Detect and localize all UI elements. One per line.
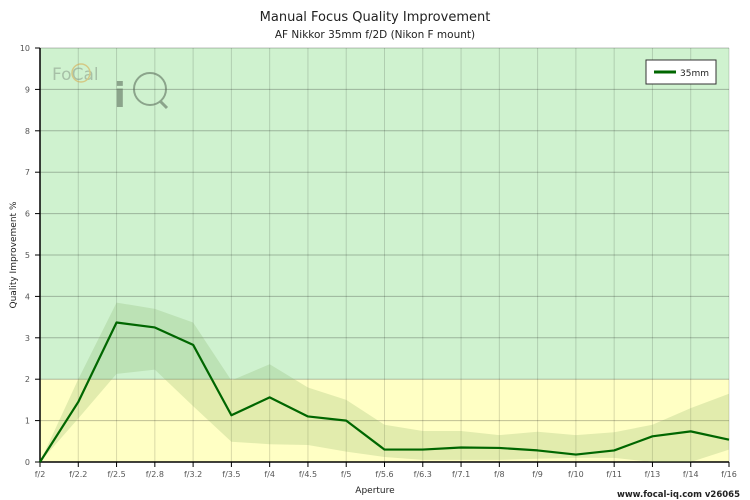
x-tick-label: f/2.5 [107,470,125,479]
x-tick-label: f/4.5 [299,470,317,479]
x-tick-label: f/5 [341,470,352,479]
x-tick-label: f/2.8 [146,470,164,479]
x-tick-label: f/11 [606,470,622,479]
x-tick-label: f/6.3 [414,470,432,479]
y-tick-label: 5 [25,251,30,260]
x-tick-label: f/2.2 [69,470,87,479]
y-tick-label: 3 [25,334,30,343]
y-axis-label: Quality Improvement % [9,201,19,308]
x-tick-label: f/10 [568,470,584,479]
zone-band [40,48,729,380]
zone-band [40,379,729,462]
x-tick-label: f/4 [264,470,275,479]
svg-text:i: i [114,76,126,116]
x-tick-label: f/16 [721,470,737,479]
legend-label: 35mm [680,69,709,79]
y-tick-label: 4 [25,292,30,301]
y-tick-label: 0 [25,458,30,467]
y-tick-label: 9 [25,85,30,94]
x-tick-label: f/14 [683,470,699,479]
y-tick-label: 6 [25,210,30,219]
x-tick-label: f/5.6 [375,470,393,479]
y-tick-label: 1 [25,417,30,426]
svg-text:FoCal: FoCal [52,65,99,85]
y-tick-label: 8 [25,127,30,136]
x-tick-label: f/8 [494,470,505,479]
y-tick-label: 10 [20,44,30,53]
chart-title: Manual Focus Quality Improvement [260,10,491,25]
y-tick-label: 2 [25,375,30,384]
x-axis-label: Aperture [355,486,395,496]
confidence-band [40,302,729,462]
x-tick-label: f/13 [645,470,661,479]
footer-text: www.focal-iq.com v26065 [617,490,740,500]
x-tick-label: f/2 [35,470,46,479]
x-tick-label: f/3.2 [184,470,202,479]
x-tick-label: f/9 [532,470,543,479]
chart-subtitle: AF Nikkor 35mm f/2D (Nikon F mount) [275,29,475,41]
y-tick-label: 7 [25,168,30,177]
legend: 35mm [645,59,717,85]
focal-iq-logo: FoCal i [52,63,169,116]
x-tick-label: f/3.5 [222,470,240,479]
x-tick-label: f/7.1 [452,470,470,479]
